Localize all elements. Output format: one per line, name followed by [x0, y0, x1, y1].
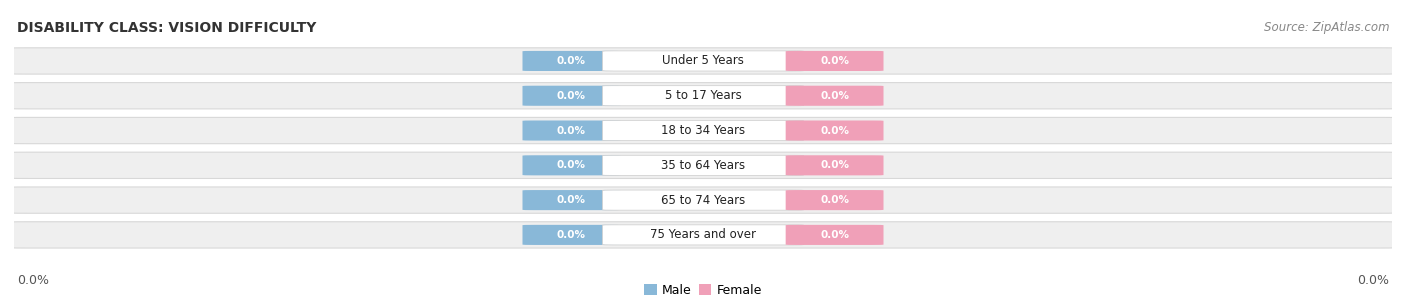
Text: 0.0%: 0.0%: [1357, 274, 1389, 287]
Legend: Male, Female: Male, Female: [640, 279, 766, 302]
FancyBboxPatch shape: [3, 83, 1403, 109]
FancyBboxPatch shape: [786, 120, 883, 141]
FancyBboxPatch shape: [602, 190, 804, 210]
Text: 0.0%: 0.0%: [820, 195, 849, 205]
Text: Source: ZipAtlas.com: Source: ZipAtlas.com: [1264, 21, 1389, 34]
Text: 0.0%: 0.0%: [557, 126, 586, 135]
Text: 0.0%: 0.0%: [820, 126, 849, 135]
Text: 0.0%: 0.0%: [820, 91, 849, 101]
Text: 0.0%: 0.0%: [557, 56, 586, 66]
FancyBboxPatch shape: [786, 86, 883, 106]
Text: 75 Years and over: 75 Years and over: [650, 228, 756, 241]
FancyBboxPatch shape: [602, 225, 804, 245]
Text: 0.0%: 0.0%: [557, 160, 586, 170]
Text: 0.0%: 0.0%: [820, 160, 849, 170]
Text: 0.0%: 0.0%: [17, 274, 49, 287]
Text: 0.0%: 0.0%: [557, 195, 586, 205]
Text: DISABILITY CLASS: VISION DIFFICULTY: DISABILITY CLASS: VISION DIFFICULTY: [17, 21, 316, 35]
FancyBboxPatch shape: [786, 190, 883, 210]
Text: 5 to 17 Years: 5 to 17 Years: [665, 89, 741, 102]
FancyBboxPatch shape: [3, 48, 1403, 74]
Text: 0.0%: 0.0%: [820, 56, 849, 66]
FancyBboxPatch shape: [523, 225, 620, 245]
Text: 0.0%: 0.0%: [557, 230, 586, 240]
FancyBboxPatch shape: [523, 155, 620, 175]
FancyBboxPatch shape: [602, 86, 804, 106]
FancyBboxPatch shape: [3, 117, 1403, 144]
Text: 18 to 34 Years: 18 to 34 Years: [661, 124, 745, 137]
FancyBboxPatch shape: [602, 120, 804, 141]
FancyBboxPatch shape: [3, 152, 1403, 178]
FancyBboxPatch shape: [3, 222, 1403, 248]
FancyBboxPatch shape: [523, 86, 620, 106]
FancyBboxPatch shape: [786, 225, 883, 245]
FancyBboxPatch shape: [602, 155, 804, 175]
Text: 35 to 64 Years: 35 to 64 Years: [661, 159, 745, 172]
FancyBboxPatch shape: [3, 187, 1403, 213]
Text: 0.0%: 0.0%: [557, 91, 586, 101]
Text: 0.0%: 0.0%: [820, 230, 849, 240]
Text: 65 to 74 Years: 65 to 74 Years: [661, 194, 745, 206]
FancyBboxPatch shape: [786, 51, 883, 71]
FancyBboxPatch shape: [523, 190, 620, 210]
FancyBboxPatch shape: [523, 51, 620, 71]
FancyBboxPatch shape: [786, 155, 883, 175]
FancyBboxPatch shape: [523, 120, 620, 141]
FancyBboxPatch shape: [602, 51, 804, 71]
Text: Under 5 Years: Under 5 Years: [662, 55, 744, 67]
